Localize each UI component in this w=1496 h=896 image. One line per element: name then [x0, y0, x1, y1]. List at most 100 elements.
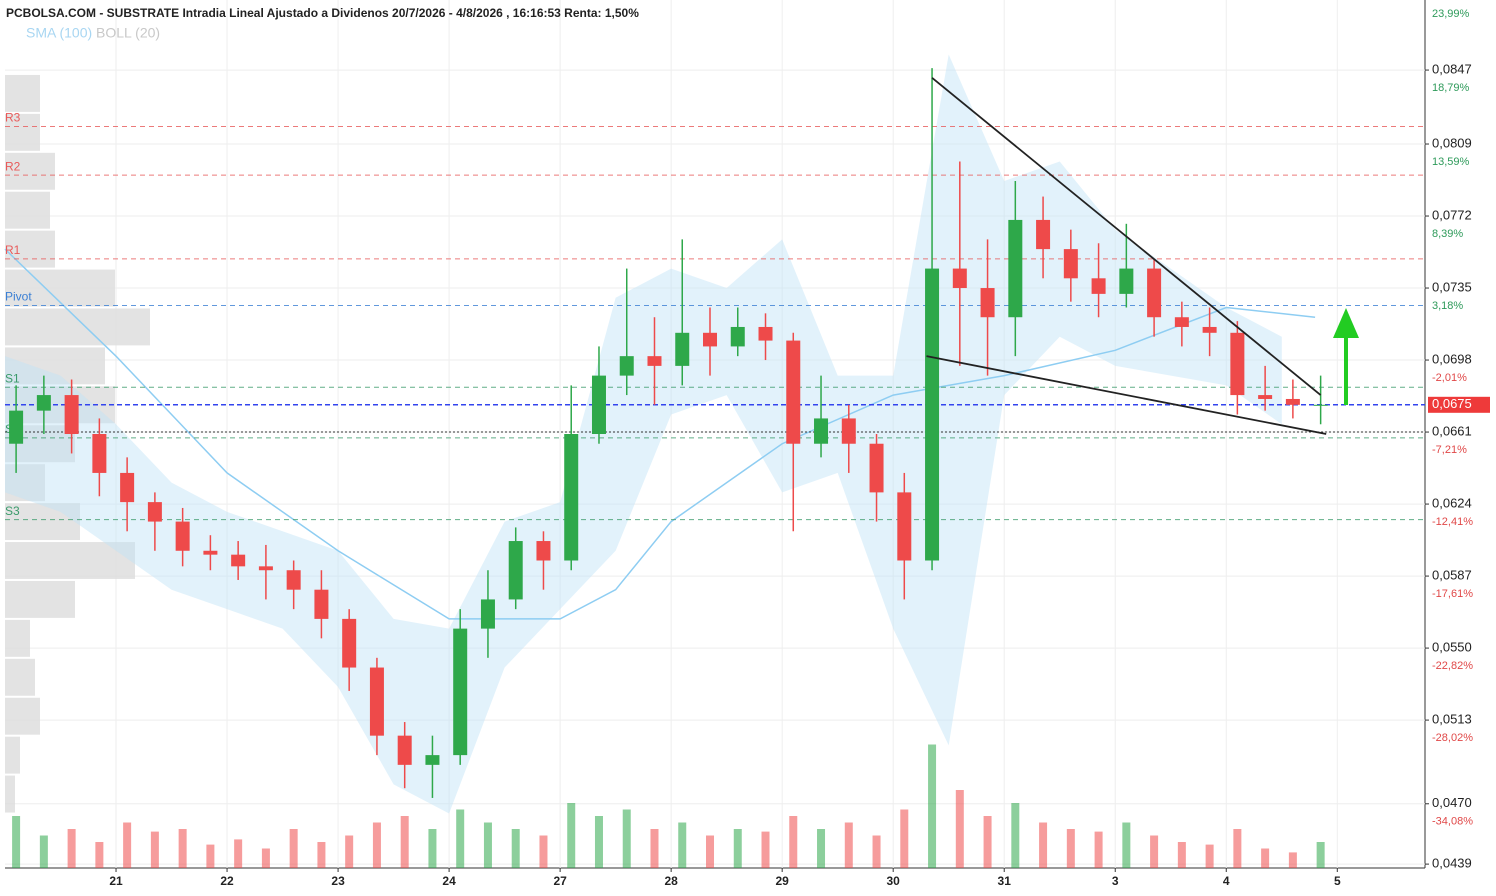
candle-body	[342, 618, 357, 668]
profile-bar	[5, 74, 40, 112]
volume-bar	[234, 839, 243, 868]
candle-body	[869, 443, 884, 493]
volume-bar	[289, 829, 298, 868]
volume-bar	[1094, 831, 1103, 868]
volume-bar	[1122, 822, 1131, 868]
candle-body	[1202, 326, 1217, 333]
volume-bar	[511, 829, 520, 868]
candle-body	[1147, 268, 1162, 318]
candle-body	[258, 566, 273, 571]
candle-body	[425, 755, 440, 765]
candle-body	[647, 356, 662, 366]
candle-body	[591, 375, 606, 434]
volume-bar	[1233, 829, 1242, 868]
profile-bar	[5, 308, 150, 346]
profile-bar	[5, 503, 80, 541]
volume-bar	[928, 744, 937, 868]
x-tick-label: 22	[220, 874, 234, 888]
candle-body	[92, 434, 107, 473]
candle-body	[147, 502, 162, 522]
candle-body	[536, 541, 551, 561]
volume-bar	[67, 829, 76, 868]
y-tick-label: 0,0513	[1432, 712, 1472, 727]
candle-body	[175, 521, 190, 551]
y-tick-label: 0,0809	[1432, 135, 1472, 150]
volume-bar	[206, 844, 215, 868]
x-tick-label: 23	[331, 874, 345, 888]
volume-bar	[539, 835, 548, 868]
candle-body	[730, 326, 745, 347]
volume-bar	[1066, 829, 1075, 868]
volume-bar	[95, 842, 104, 868]
percent-label: 8,39%	[1432, 228, 1463, 240]
candle-body	[508, 541, 523, 600]
candle-body	[1036, 219, 1051, 250]
candle-body	[397, 735, 412, 765]
volume-bar	[1205, 844, 1214, 868]
y-tick-label: 0,0698	[1432, 351, 1472, 366]
candle-body	[203, 550, 218, 555]
percent-label: 3,18%	[1432, 300, 1463, 312]
candle-body	[120, 472, 135, 503]
profile-bar	[5, 464, 45, 502]
candle-body	[1285, 398, 1300, 405]
candle-body	[369, 667, 384, 736]
volume-bar	[817, 829, 826, 868]
candle-body	[1174, 317, 1189, 327]
x-tick-label: 31	[998, 874, 1012, 888]
y-tick-label: 0,0624	[1432, 496, 1472, 511]
candle-body	[675, 332, 690, 366]
candle-body	[314, 589, 329, 619]
level-label: R1	[5, 243, 21, 257]
volume-bar	[622, 809, 631, 868]
percent-label: -22,82%	[1432, 660, 1473, 672]
percent-label: -2,01%	[1432, 372, 1467, 384]
profile-bar	[5, 619, 30, 657]
volume-bar	[789, 816, 798, 868]
level-label: R3	[5, 111, 21, 125]
profile-bar	[5, 658, 35, 696]
trendline	[926, 355, 1327, 435]
volume-bar	[1261, 848, 1270, 868]
candle-body	[814, 418, 829, 444]
y-tick-label: 0,0550	[1432, 640, 1472, 655]
x-tick-label: 4	[1223, 874, 1230, 888]
volume-bar	[150, 831, 159, 868]
volume-bar	[178, 829, 187, 868]
x-tick-label: 3	[1112, 874, 1119, 888]
level-label: S3	[5, 504, 20, 518]
candle-body	[36, 395, 51, 411]
candle-body	[64, 395, 79, 434]
percent-label: -28,02%	[1432, 732, 1473, 744]
percent-label: -17,61%	[1432, 588, 1473, 600]
x-tick-label: 27	[553, 874, 567, 888]
volume-bar	[983, 816, 992, 868]
volume-bar	[872, 835, 881, 868]
candle-body	[897, 492, 912, 561]
volume-bar	[372, 822, 381, 868]
candle-body	[758, 326, 773, 341]
volume-bar	[567, 803, 576, 868]
profile-bar	[5, 347, 105, 385]
candle-body	[619, 356, 634, 376]
y-tick-label: 0,0470	[1432, 795, 1472, 810]
percent-label: 23,99%	[1432, 8, 1470, 20]
candle-body	[1230, 332, 1245, 396]
profile-bar	[5, 697, 40, 735]
profile-bar	[5, 191, 50, 229]
volume-bar	[400, 816, 409, 868]
last-label: 0,0675	[1432, 396, 1472, 411]
volume-bar	[900, 809, 909, 868]
x-tick-label: 5	[1334, 874, 1341, 888]
volume-bar	[594, 816, 603, 868]
x-tick-label: 30	[887, 874, 901, 888]
volume-bar	[456, 809, 465, 868]
candle-body	[231, 554, 246, 567]
candle-body	[1258, 395, 1273, 399]
level-label: R2	[5, 159, 21, 173]
candle-body	[9, 410, 24, 444]
volume-bar	[1177, 842, 1186, 868]
profile-bar	[5, 152, 55, 190]
volume-bar	[733, 829, 742, 868]
